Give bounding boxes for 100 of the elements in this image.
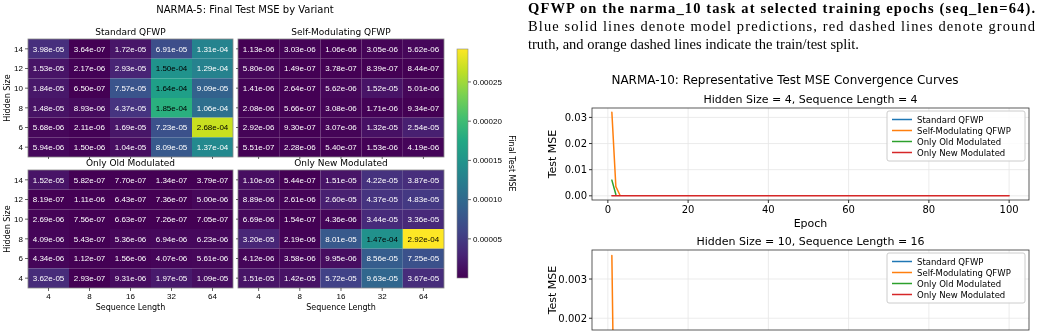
color-bar-label: 0.00010	[473, 195, 503, 205]
x-tick-label: 16	[126, 292, 136, 301]
x-tick-label: 20	[681, 204, 695, 215]
data-label: 5.61e-06	[196, 254, 229, 264]
x-tick-label: 60	[842, 204, 855, 215]
x-tick-label: 64	[418, 292, 429, 301]
data-label: 5.82e-07	[73, 175, 106, 185]
data-label: 5.66e-07	[284, 103, 317, 113]
data-label: 3.08e-06	[325, 103, 358, 113]
data-label: 1.42e-05	[284, 273, 317, 283]
data-label: 6.91e-05	[155, 44, 188, 54]
data-label: 3.44e-05	[366, 214, 399, 224]
data-label: 2.19e-06	[284, 234, 317, 244]
data-label: 3.62e-05	[32, 273, 65, 283]
data-label: 1.31e-04	[196, 44, 229, 54]
data-label: 4.09e-06	[32, 234, 65, 244]
data-label: 4.83e-05	[407, 195, 440, 205]
data-label: 9.34e-07	[407, 103, 440, 113]
y-tick-label: 8	[18, 103, 24, 113]
y-tick-label: 0.01	[564, 164, 587, 176]
data-label: 4.34e-06	[32, 254, 65, 264]
data-label: 1.06e-04	[196, 103, 229, 113]
data-label: 6.94e-06	[155, 234, 188, 244]
data-label: 7.36e-07	[155, 195, 188, 205]
x-tick-label: 8	[297, 292, 303, 301]
legend-label: Standard QFWP	[917, 256, 984, 267]
data-label: 2.64e-07	[284, 83, 317, 93]
legend-label: Only Old Modulated	[917, 136, 1002, 147]
data-label: 5.68e-06	[32, 123, 65, 133]
data-label: 8.09e-05	[155, 142, 188, 152]
data-label: 4.07e-06	[155, 254, 188, 264]
data-label: 7.57e-05	[114, 83, 147, 93]
x-axis-title: Sequence Length	[95, 303, 166, 312]
data-label: 3.67e-05	[407, 273, 440, 283]
x-tick-label: 16	[336, 292, 346, 301]
data-label: 7.56e-07	[73, 214, 106, 224]
x-tick-label: 8	[87, 292, 93, 301]
x-tick-label: 32	[167, 292, 177, 301]
data-label: 1.49e-07	[284, 64, 317, 74]
chart-title: NARMA-5: Final Test MSE by Variant	[156, 4, 334, 15]
chart-subtitle: Self-Modulating QFWP	[291, 27, 392, 37]
data-label: 1.71e-06	[366, 103, 399, 113]
data-label: 1.29e-04	[196, 64, 229, 74]
color-bar-label: 0.00005	[473, 234, 503, 244]
data-label: 7.25e-05	[407, 254, 440, 264]
data-label: 1.54e-07	[284, 214, 317, 224]
y-axis-title: Hidden Size	[3, 205, 12, 253]
data-label: 2.92e-04	[407, 234, 440, 244]
chart-subtitle: Hidden Size = 4, Sequence Length = 4	[703, 93, 918, 106]
data-label: 5.36e-06	[114, 234, 147, 244]
data-label: 2.92e-06	[242, 123, 275, 133]
data-label: 5.62e-06	[407, 44, 440, 54]
data-label: 2.61e-06	[284, 195, 317, 205]
data-label: 1.12e-07	[73, 254, 106, 264]
data-label: 5.01e-06	[407, 83, 440, 93]
data-label: 1.51e-05	[325, 175, 358, 185]
y-axis-title: Test MSE	[546, 129, 559, 180]
data-label: 1.85e-04	[155, 103, 188, 113]
legend-label: Only Old Modulated	[917, 278, 1002, 289]
data-label: 3.03e-06	[284, 44, 317, 54]
data-label: 8.56e-05	[366, 254, 399, 264]
text: Blue solid lines denote model predictions, red dashed lines denote ground	[528, 18, 1036, 34]
x-tick-label: 40	[762, 204, 775, 215]
data-label: 8.44e-07	[407, 64, 440, 74]
y-tick-label: 0.003	[558, 273, 587, 285]
data-label: 3.36e-05	[407, 214, 440, 224]
data-label: 9.09e-05	[196, 83, 229, 93]
data-label: 1.52e-05	[366, 83, 399, 93]
data-label: 4.22e-05	[366, 175, 399, 185]
data-label: 2.68e-04	[196, 123, 229, 133]
data-label: 3.05e-06	[366, 44, 399, 54]
data-label: 8.93e-06	[73, 103, 106, 113]
data-label: 1.64e-04	[155, 83, 188, 93]
x-tick-label: 32	[377, 292, 388, 301]
data-label: 4.37e-05	[366, 195, 399, 205]
data-label: 2.69e-06	[32, 214, 65, 224]
data-label: 5.00e-06	[196, 195, 229, 205]
data-label: 2.11e-06	[74, 123, 106, 133]
data-label: 8.01e-05	[325, 234, 358, 244]
data-label: 3.64e-07	[73, 44, 106, 54]
data-label: 1.06e-06	[325, 44, 358, 54]
data-label: 1.69e-05	[114, 123, 147, 133]
chart-title: NARMA-10: Representative Test MSE Convergence Curves	[611, 73, 959, 87]
y-tick-label: 12	[14, 64, 24, 74]
data-label: 9.95e-06	[325, 254, 358, 264]
data-label: 2.17e-06	[73, 64, 106, 74]
legend-label: Self-Modulating QFWP	[917, 267, 1011, 278]
y-tick-label: 0.02	[564, 138, 587, 150]
data-label: 1.47e-04	[366, 234, 399, 244]
data-label: 3.07e-06	[325, 123, 358, 133]
data-label: 1.50e-06	[73, 142, 106, 152]
y-tick-label: 10	[14, 214, 24, 224]
y-tick-label: 10	[14, 83, 24, 93]
data-label: 7.70e-07	[114, 175, 147, 185]
data-label: 1.37e-04	[196, 142, 229, 152]
data-label: 3.58e-06	[284, 254, 317, 264]
data-label: 6.63e-07	[114, 214, 147, 224]
data-label: 5.43e-07	[73, 234, 106, 244]
legend-label: Self-Modulating QFWP	[917, 125, 1011, 136]
data-label: 1.34e-07	[155, 175, 188, 185]
